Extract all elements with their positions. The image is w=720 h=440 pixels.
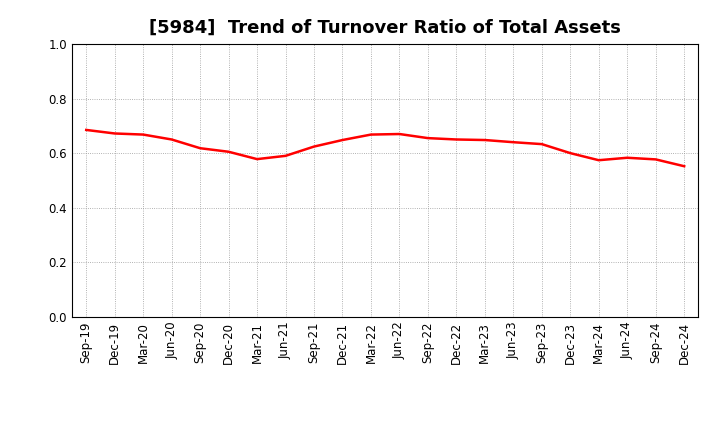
Title: [5984]  Trend of Turnover Ratio of Total Assets: [5984] Trend of Turnover Ratio of Total … <box>149 19 621 37</box>
